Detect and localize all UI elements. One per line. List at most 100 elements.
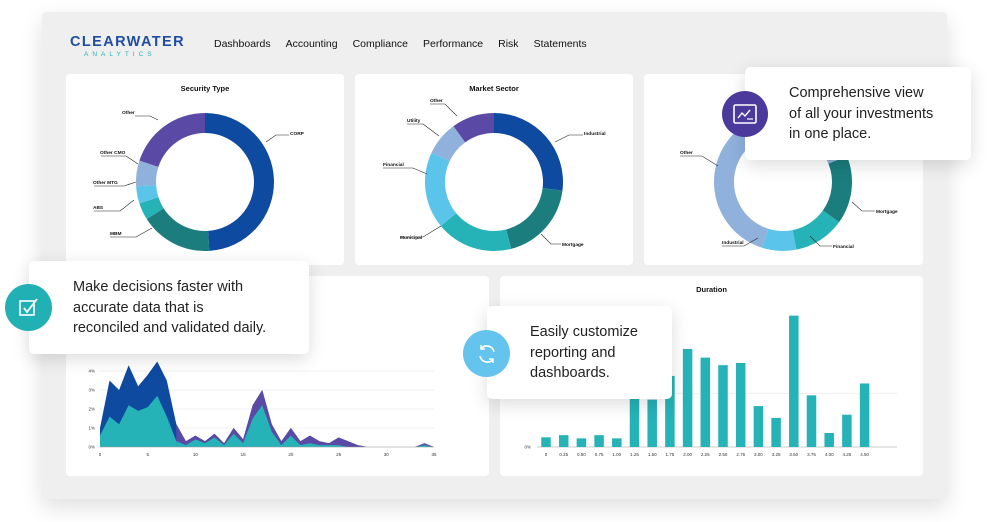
callout-line: Easily customize bbox=[530, 324, 638, 340]
duration-bar bbox=[824, 433, 834, 447]
label-other-cmo: Other CMO bbox=[100, 150, 126, 156]
label-abs: ABS bbox=[93, 205, 104, 211]
x-tick-label: 0.25 bbox=[559, 452, 568, 457]
duration-bars bbox=[541, 315, 870, 447]
x-tick-label: 3.75 bbox=[807, 452, 816, 457]
area-series-tail-inner bbox=[176, 405, 434, 447]
x-tick-label: 20 bbox=[288, 452, 294, 457]
area-ticks: 4% 3% 2% 1% 0% 0 5 10 15 20 25 30 35 bbox=[88, 369, 437, 458]
label-municipal: Municipal bbox=[400, 235, 422, 241]
duration-bar bbox=[682, 349, 693, 447]
label-other: Other bbox=[430, 98, 443, 104]
callout-line: Make decisions faster with bbox=[73, 279, 244, 295]
duration-bar bbox=[700, 357, 711, 447]
donut-slice-financial bbox=[425, 152, 457, 226]
label-other-mtg: Other MTG bbox=[93, 180, 118, 186]
x-tick-label: 4.50 bbox=[860, 452, 869, 457]
donut-slice-other bbox=[453, 113, 494, 143]
market-sector-chart: Other Utility Financial Municipal Mortga… bbox=[383, 98, 606, 251]
nav-accounting[interactable]: Accounting bbox=[285, 38, 338, 50]
x-tick-label: 4.25 bbox=[843, 452, 852, 457]
donut-slice-mortgage bbox=[822, 156, 852, 223]
clearwater-logo[interactable]: CLEARWATER ANALYTICS bbox=[70, 34, 185, 58]
nav-performance[interactable]: Performance bbox=[423, 38, 484, 50]
x-tick-label: 1.00 bbox=[612, 452, 621, 457]
security-type-chart: Other Other CMO Other MTG ABS MBM CORP bbox=[93, 110, 305, 251]
callout-line: Comprehensive view bbox=[789, 85, 924, 101]
nav-dashboards[interactable]: Dashboards bbox=[214, 38, 271, 50]
logo-wordmark: CLEARWATER bbox=[70, 34, 185, 50]
x-tick-label: 10 bbox=[193, 452, 199, 457]
x-tick-label: 2.50 bbox=[719, 452, 728, 457]
y-tick-label: 1% bbox=[88, 426, 95, 431]
customize-callout: Easily customize reporting and dashboard… bbox=[487, 306, 672, 399]
x-tick-label: 3.50 bbox=[789, 452, 798, 457]
area-series-tail bbox=[176, 390, 434, 447]
nav-compliance[interactable]: Compliance bbox=[352, 38, 409, 50]
duration-bar bbox=[665, 375, 675, 447]
duration-bar bbox=[806, 395, 817, 447]
market-sector-donut bbox=[425, 113, 563, 251]
investments-callout: Comprehensive view of all your investmen… bbox=[745, 67, 971, 160]
duration-bar bbox=[718, 365, 728, 447]
donut-slice-mortgage bbox=[506, 188, 563, 249]
duration-bar bbox=[612, 438, 622, 447]
duration-bar bbox=[859, 383, 870, 447]
donut-slice-industrial bbox=[762, 228, 797, 252]
x-tick-label: 25 bbox=[336, 452, 342, 457]
security-type-title: Security Type bbox=[180, 84, 230, 93]
market-sector-card: Market Sector Other Utility Financial Mu… bbox=[355, 74, 633, 265]
callout-line: reporting and bbox=[530, 344, 616, 361]
x-tick-label: 2.00 bbox=[683, 452, 692, 457]
y-tick-label: 0% bbox=[524, 445, 531, 450]
main-nav: Dashboards Accounting Compliance Perform… bbox=[214, 38, 587, 50]
duration-bar bbox=[629, 397, 640, 447]
x-tick-label: 1.50 bbox=[648, 452, 657, 457]
donut-slice-abs bbox=[139, 197, 164, 219]
duration-bar bbox=[789, 315, 799, 447]
x-tick-label: 4.00 bbox=[825, 452, 834, 457]
callout-line: accurate data that is bbox=[73, 299, 204, 316]
donut-slice-utility bbox=[431, 126, 466, 162]
x-tick-label: 0 bbox=[545, 452, 548, 457]
label-other: Other bbox=[680, 150, 693, 156]
donut-slice-other-cmo bbox=[136, 160, 159, 187]
security-type-card: Security Type Other Other CMO Other MTG … bbox=[66, 74, 344, 265]
x-tick-label: 0 bbox=[99, 452, 102, 457]
label-other: Other bbox=[122, 110, 135, 116]
security-type-donut bbox=[136, 113, 274, 251]
x-tick-label: 5 bbox=[146, 452, 149, 457]
donut-slice-municipal bbox=[440, 213, 512, 251]
area-chart: 4% 3% 2% 1% 0% 0 5 10 15 20 25 30 35 bbox=[88, 361, 437, 458]
duration-bar bbox=[771, 417, 781, 447]
label-financial: Financial bbox=[383, 162, 404, 168]
x-tick-label: 1.75 bbox=[666, 452, 675, 457]
x-tick-label: 0.75 bbox=[595, 452, 604, 457]
y-tick-label: 3% bbox=[88, 388, 95, 393]
label-utility: Utility bbox=[407, 118, 421, 124]
label-industrial: Industrial bbox=[722, 240, 744, 246]
label-industrial: Industrial bbox=[584, 131, 606, 137]
decisions-callout: Make decisions faster with accurate data… bbox=[29, 261, 309, 354]
duration-bar bbox=[594, 435, 604, 447]
y-tick-label: 4% bbox=[88, 369, 95, 374]
x-tick-label: 30 bbox=[384, 452, 390, 457]
duration-bar bbox=[842, 414, 852, 447]
y-tick-label: 0% bbox=[88, 445, 95, 450]
nav-statements[interactable]: Statements bbox=[533, 38, 587, 50]
x-tick-label: 3.25 bbox=[772, 452, 781, 457]
duration-bar bbox=[576, 438, 587, 447]
duration-bar bbox=[753, 406, 764, 447]
nav-risk[interactable]: Risk bbox=[498, 38, 519, 50]
logo-subtitle: ANALYTICS bbox=[84, 51, 156, 58]
x-tick-label: 15 bbox=[241, 452, 247, 457]
x-tick-label: 2.75 bbox=[736, 452, 745, 457]
refresh-icon bbox=[463, 330, 510, 377]
x-tick-label: 35 bbox=[431, 452, 437, 457]
label-mortgage: Mortgage bbox=[876, 209, 898, 215]
callout-line: reconciled and validated daily. bbox=[73, 320, 267, 336]
duration-bar bbox=[735, 363, 746, 447]
duration-bar bbox=[541, 437, 551, 447]
duration-bar bbox=[647, 399, 657, 447]
label-mbm: MBM bbox=[110, 231, 121, 237]
